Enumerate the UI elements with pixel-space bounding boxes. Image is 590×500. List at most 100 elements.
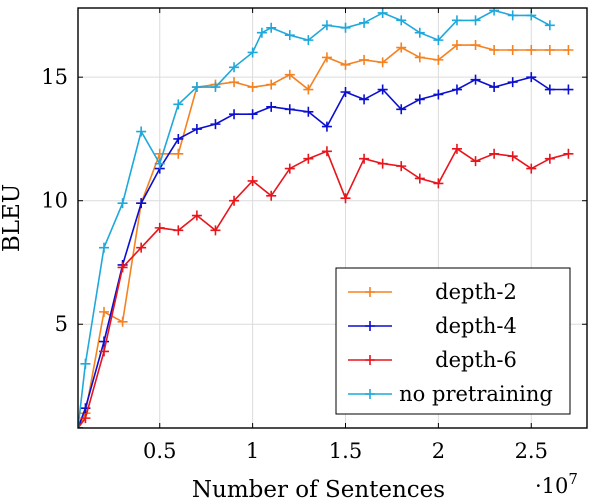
data-point-depth-2 <box>396 42 407 53</box>
y-tick-label: 5 <box>55 312 68 336</box>
data-point-depth-6 <box>414 173 425 184</box>
data-point-depth-2 <box>229 77 240 88</box>
data-point-depth-2 <box>451 40 462 51</box>
data-point-depth-6 <box>433 178 444 189</box>
data-point-depth-4 <box>340 87 351 97</box>
data-point-depth-2 <box>563 45 574 55</box>
data-point-no-pretraining <box>433 35 444 46</box>
series-line-no-pretraining <box>78 9 551 428</box>
data-point-depth-2 <box>284 69 295 80</box>
data-point-depth-4 <box>544 84 555 95</box>
x-axis-exponent-base: ·10 <box>535 474 568 498</box>
data-point-depth-6 <box>173 225 184 236</box>
data-point-depth-6 <box>284 163 295 174</box>
x-tick-label: 1 <box>246 439 259 463</box>
data-point-depth-4 <box>526 72 537 83</box>
data-point-no-pretraining <box>136 126 147 137</box>
x-axis-label: Number of Sentences <box>192 477 445 500</box>
x-tick-label: 1.5 <box>329 439 362 463</box>
data-point-depth-4 <box>470 74 481 85</box>
plot-frame <box>77 7 588 429</box>
data-point-no-pretraining <box>470 15 481 26</box>
data-point-depth-6 <box>470 156 481 167</box>
data-point-depth-4 <box>563 84 574 95</box>
data-point-depth-4 <box>173 133 184 144</box>
data-point-depth-4 <box>377 84 388 95</box>
data-point-depth-2 <box>117 316 128 327</box>
data-point-depth-4 <box>284 104 295 115</box>
x-axis-exponent: ·107 <box>535 470 578 498</box>
data-point-depth-4 <box>507 77 518 88</box>
series-depth-6 <box>78 143 574 428</box>
data-point-depth-6 <box>154 222 165 233</box>
data-point-depth-6 <box>359 153 370 164</box>
data-point-no-pretraining <box>359 17 370 28</box>
data-point-depth-2 <box>526 45 537 55</box>
series-group <box>78 8 574 428</box>
legend-marker <box>365 321 375 331</box>
legend-label: no pretraining <box>399 382 553 406</box>
data-point-depth-6 <box>451 143 462 154</box>
data-point-no-pretraining <box>154 158 165 169</box>
legend-label: depth-4 <box>435 314 517 338</box>
data-point-no-pretraining <box>396 15 407 26</box>
data-point-depth-4 <box>136 198 147 209</box>
legend-marker <box>365 389 375 399</box>
data-point-no-pretraining <box>414 27 425 38</box>
data-point-depth-6 <box>210 225 221 236</box>
data-point-depth-4 <box>191 124 202 135</box>
legend-label: depth-2 <box>435 280 517 304</box>
data-point-depth-2 <box>247 82 258 93</box>
legend: depth-2 depth-4 depth-6 no pretraining <box>335 267 571 415</box>
data-point-depth-6 <box>396 161 407 172</box>
legend-label: depth-6 <box>435 348 517 372</box>
series-no-pretraining <box>78 8 555 428</box>
data-point-depth-4 <box>433 89 444 100</box>
data-point-no-pretraining <box>451 15 462 26</box>
series-line-depth-4 <box>78 76 569 428</box>
legend-marker <box>365 355 375 365</box>
data-point-no-pretraining <box>210 82 221 93</box>
data-point-depth-6 <box>117 262 128 273</box>
data-point-depth-4 <box>210 119 221 130</box>
data-point-no-pretraining <box>266 22 277 33</box>
data-point-depth-2 <box>340 59 351 70</box>
y-axis-label: BLEU <box>0 184 25 252</box>
x-tick-label: 0.5 <box>143 439 176 463</box>
x-axis-exponent-power: 7 <box>568 470 578 488</box>
series-line-depth-6 <box>78 147 569 428</box>
data-point-depth-2 <box>377 57 388 68</box>
data-point-depth-6 <box>489 148 500 159</box>
data-point-no-pretraining <box>507 10 518 21</box>
data-point-depth-2 <box>544 45 555 55</box>
data-point-depth-4 <box>414 94 425 105</box>
data-point-no-pretraining <box>321 20 332 31</box>
data-point-depth-2 <box>414 52 425 63</box>
data-point-depth-6 <box>544 153 555 164</box>
data-point-depth-6 <box>136 242 147 253</box>
legend-item-no-pretraining: no pretraining <box>348 382 553 406</box>
data-point-no-pretraining <box>256 27 267 38</box>
data-point-no-pretraining <box>247 47 258 58</box>
series-line-depth-2 <box>78 44 569 428</box>
data-point-depth-6 <box>321 146 332 157</box>
series-depth-4 <box>78 72 574 428</box>
data-point-depth-4 <box>396 104 407 115</box>
data-point-no-pretraining <box>544 20 555 31</box>
data-point-depth-4 <box>303 106 314 117</box>
data-point-depth-6 <box>563 148 574 159</box>
data-point-depth-2 <box>266 79 277 90</box>
legend-item-depth-4: depth-4 <box>348 314 517 338</box>
data-point-depth-2 <box>489 45 500 55</box>
data-point-no-pretraining <box>489 8 500 16</box>
data-point-depth-2 <box>303 84 314 95</box>
data-point-depth-2 <box>470 40 481 51</box>
data-point-no-pretraining <box>284 30 295 41</box>
data-point-no-pretraining <box>340 22 351 33</box>
data-point-depth-2 <box>173 148 184 159</box>
data-point-depth-4 <box>247 109 258 120</box>
data-point-no-pretraining <box>191 82 202 93</box>
data-point-depth-2 <box>507 45 518 55</box>
data-point-depth-6 <box>266 190 277 201</box>
